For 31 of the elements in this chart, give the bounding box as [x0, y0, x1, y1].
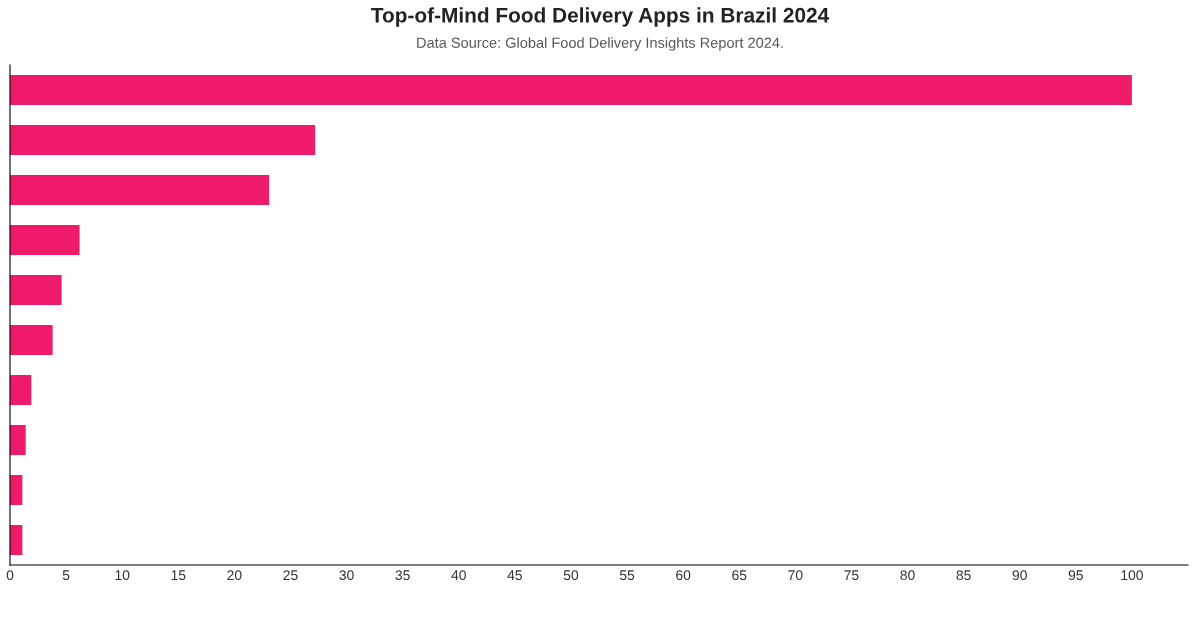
x-tick-label: 55 [619, 570, 635, 581]
x-tick-label: 65 [732, 570, 747, 581]
x-tick-label: 60 [676, 570, 691, 581]
x-tick-label: 100 [1121, 570, 1143, 581]
x-tick-label: 75 [844, 570, 859, 581]
x-tick-label: 70 [788, 570, 803, 581]
bar [10, 75, 1132, 105]
x-tick-label: 80 [900, 570, 915, 581]
bar [10, 375, 32, 405]
bar [10, 175, 270, 205]
chart-subtitle: Data Source: Global Food Delivery Insights Report 2024. [417, 37, 783, 51]
x-tick-label: 0 [6, 570, 14, 581]
bar [10, 275, 62, 305]
x-tick-label: 95 [1068, 570, 1083, 581]
bar [10, 325, 53, 355]
x-tick-label: 35 [395, 570, 410, 581]
x-tick-label: 50 [563, 570, 579, 581]
x-tick-label: 30 [339, 570, 354, 581]
chart-title: Top-of-Mind Food Delivery Apps in Brazil 2024 [371, 7, 830, 27]
x-tick-label: 10 [115, 570, 130, 581]
x-tick-label: 5 [62, 570, 70, 581]
x-tick-label: 85 [956, 570, 971, 581]
bar [10, 225, 80, 255]
bar [10, 425, 26, 455]
x-tick-label: 15 [171, 570, 186, 581]
x-tick-label: 90 [1012, 570, 1027, 581]
x-tick-label: 40 [451, 570, 466, 581]
x-tick-label: 20 [227, 570, 242, 581]
bar [10, 125, 316, 155]
x-tick-label: 45 [507, 570, 522, 581]
x-tick-label: 25 [283, 570, 298, 581]
